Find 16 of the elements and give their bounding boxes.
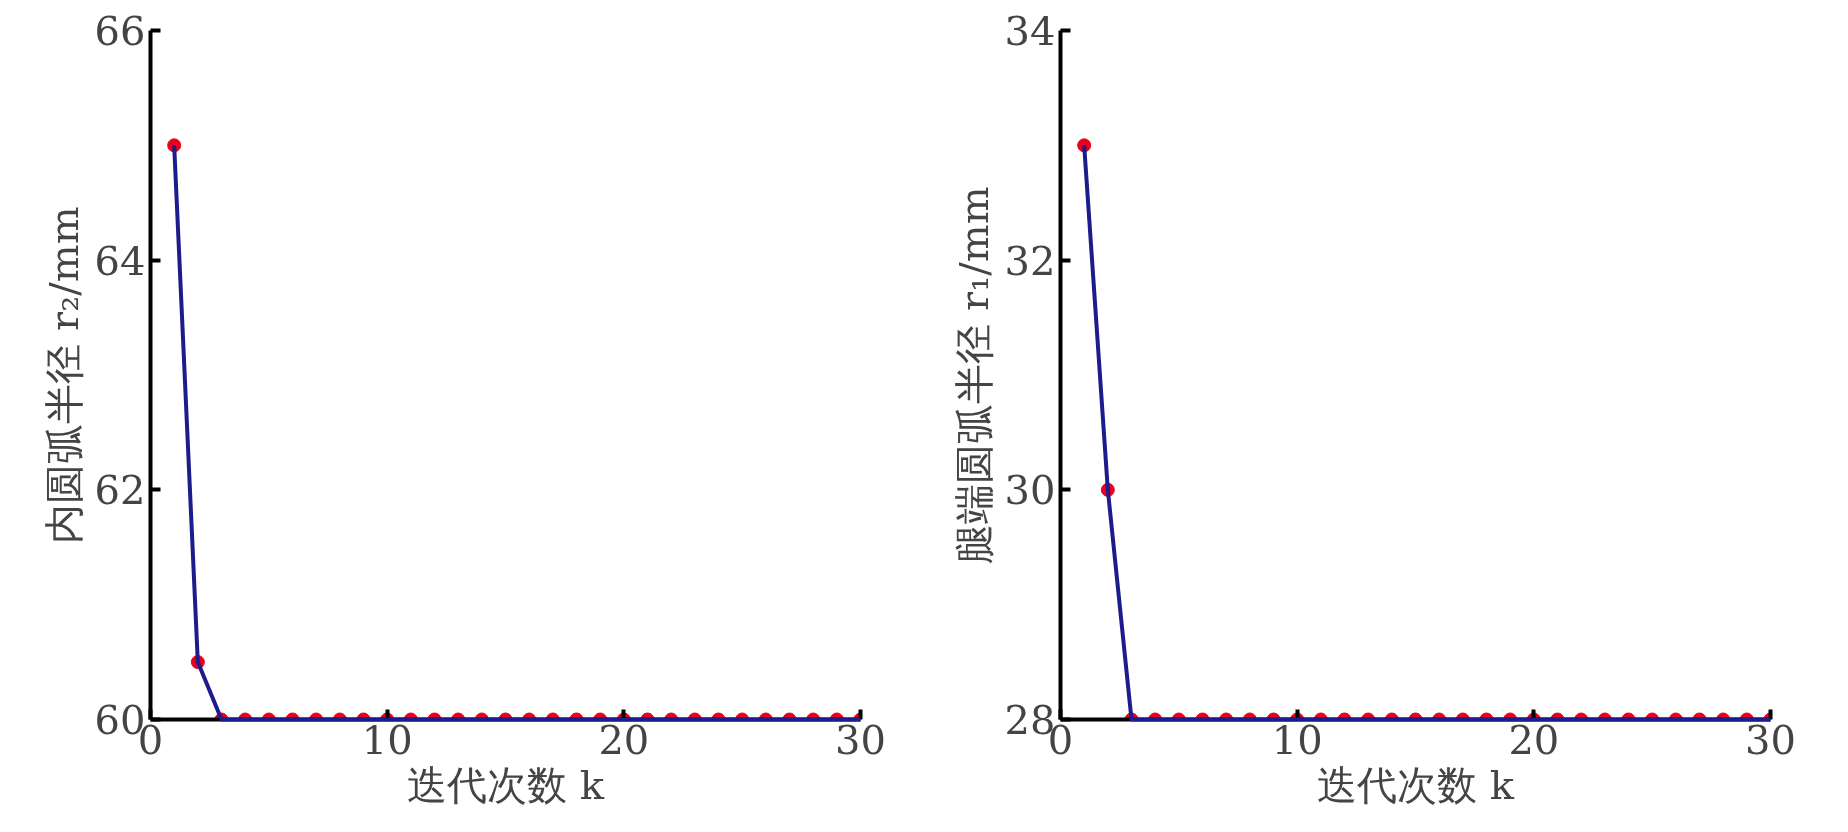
y-tick-label: 64 [94,237,146,284]
x-tick-label: 30 [1745,716,1796,763]
y-tick-label: 34 [1004,8,1056,54]
x-tick-label: 10 [361,716,413,763]
y-tick-label: 30 [1004,467,1056,514]
y-tick-label: 62 [94,467,146,514]
x-axis-title: 迭代次数 k [407,761,605,808]
x-tick-label: 20 [1508,716,1560,763]
y-axis-title: 腿端圆弧半径 r₁/mm [950,186,997,564]
y-tick-label: 66 [94,8,146,54]
x-tick-label: 10 [1271,716,1323,763]
x-tick-label: 30 [835,716,886,763]
x-axis-title: 迭代次数 k [1317,761,1515,808]
y-tick-label: 32 [1004,237,1056,284]
y-axis-title: 内圆弧半径 r₂/mm [40,206,87,544]
x-tick-label: 20 [598,716,650,763]
